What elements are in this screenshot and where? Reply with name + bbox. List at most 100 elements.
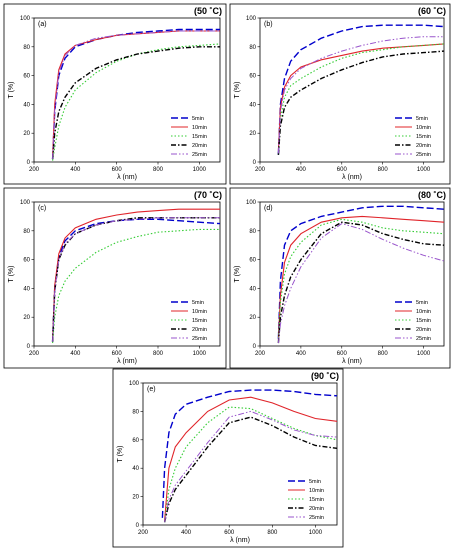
y-axis-label: T (%) [234,82,241,99]
series-line-10min [164,396,338,521]
x-tick-label: 600 [112,351,123,357]
legend-label-5min: 5min [192,300,204,306]
legend-label-5min: 5min [416,300,428,306]
plot-area [142,382,338,526]
x-tick-label: 200 [255,167,266,173]
series-line-25min [277,36,444,154]
y-tick-label: 100 [129,381,140,387]
y-tick-label: 40 [249,102,256,108]
y-tick-label: 40 [23,286,30,292]
legend-label-15min: 15min [192,134,207,140]
temperature-annotation: (90 ˚C) [311,371,339,381]
series-line-25min [52,30,220,160]
chart-panel-d: 200 400 600 800 1000 0 20 40 60 80 100 λ (nm) T (%) (… [229,187,451,369]
x-tick-label: 400 [296,351,307,357]
series-line-15min [277,218,445,342]
x-axis-label: λ (nm) [117,174,137,181]
y-tick-label: 40 [249,286,256,292]
x-tick-label: 800 [153,351,164,357]
plot-area [33,17,221,163]
legend-box [285,475,335,522]
y-tick-label: 20 [249,131,256,137]
legend-label-20min: 20min [416,143,431,149]
temperature-annotation: (80 ˚C) [418,190,446,200]
x-tick-label: 600 [224,530,235,536]
legend-label-20min: 20min [309,506,324,512]
y-tick-label: 20 [23,315,30,321]
legend-label-15min: 15min [309,497,324,503]
temperature-annotation: (60 ˚C) [418,6,446,16]
y-tick-label: 80 [23,45,30,51]
panel-label: (a) [38,21,47,28]
plot-area [33,201,221,347]
temperature-annotation: (50 ˚C) [194,6,222,16]
series-line-25min [164,410,338,523]
y-tick-label: 20 [132,495,139,501]
x-axis-label: λ (nm) [117,358,137,365]
y-tick-label: 80 [23,229,30,235]
y-tick-label: 20 [249,315,256,321]
y-tick-label: 100 [20,16,31,22]
x-tick-label: 800 [378,351,389,357]
x-tick-label: 800 [267,530,278,536]
x-tick-label: 400 [296,167,307,173]
legend-label-10min: 10min [192,309,207,315]
series-line-10min [277,43,445,151]
series-line-15min [52,43,221,161]
x-tick-label: 600 [337,167,348,173]
panel-label: (d) [264,205,273,212]
legend-label-15min: 15min [416,134,431,140]
x-tick-label: 400 [181,530,192,536]
y-tick-label: 0 [253,344,257,350]
chart-panel-e: 200 400 600 800 1000 0 20 40 60 80 100 λ (nm) T (%) (… [112,368,344,548]
series-line-15min [164,406,338,523]
x-tick-label: 200 [255,351,266,357]
legend-label-25min: 25min [416,336,431,342]
legend-label-25min: 25min [309,515,324,521]
y-tick-label: 40 [23,102,30,108]
x-tick-label: 400 [70,351,81,357]
legend-label-25min: 25min [192,336,207,342]
series-line-5min [277,205,445,339]
legend-box [392,112,442,159]
legend-label-10min: 10min [416,309,431,315]
x-axis-label: λ (nm) [230,537,250,544]
panel-label: (c) [38,205,46,212]
x-tick-label: 800 [153,167,164,173]
plot-area [259,17,445,163]
legend-label-20min: 20min [192,327,207,333]
series-line-20min [51,46,220,160]
x-axis-label: λ (nm) [342,174,362,181]
series-line-20min [163,416,338,523]
y-tick-label: 60 [249,258,256,264]
series-line-5min [161,389,338,518]
legend-label-5min: 5min [309,479,321,485]
chart-panel-b: 200 400 600 800 1000 0 20 40 60 80 100 λ (nm) T (%) (… [229,3,451,185]
y-tick-label: 0 [253,160,257,166]
x-tick-label: 600 [112,167,123,173]
legend-box [168,112,218,159]
legend-label-10min: 10min [192,125,207,131]
chart-panel-c: 200 400 600 800 1000 0 20 40 60 80 100 λ (nm) T (%) (… [3,187,227,369]
plot-area [259,201,445,347]
x-tick-label: 400 [70,167,81,173]
legend-label-5min: 5min [192,116,204,122]
legend-label-10min: 10min [309,488,324,494]
y-tick-label: 60 [132,438,139,444]
legend-label-20min: 20min [192,143,207,149]
series-line-20min [277,50,445,155]
y-tick-label: 0 [27,160,31,166]
legend-box [392,296,442,343]
x-tick-label: 1000 [417,167,431,173]
legend-label-25min: 25min [192,152,207,158]
y-tick-label: 60 [23,258,30,264]
x-tick-label: 200 [138,530,149,536]
series-line-25min [52,217,220,342]
legend-box [168,296,218,343]
y-tick-label: 0 [136,523,140,529]
series-line-15min [52,228,220,344]
x-tick-label: 1000 [309,530,323,536]
x-axis-label: λ (nm) [342,358,362,365]
temperature-annotation: (70 ˚C) [194,190,222,200]
